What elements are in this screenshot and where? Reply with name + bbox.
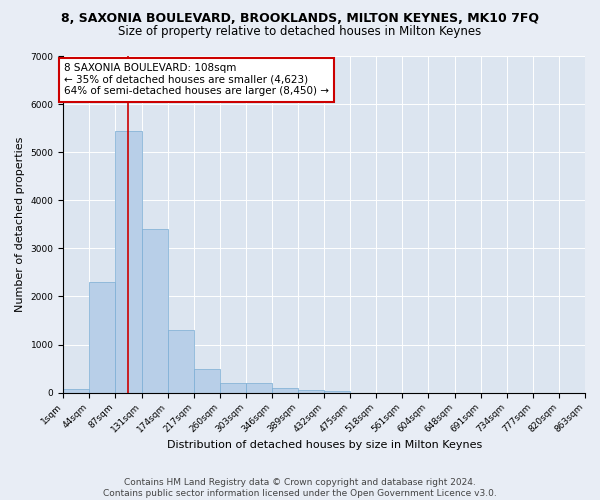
Bar: [324, 390, 350, 392]
Bar: [220, 383, 246, 392]
Bar: [246, 384, 272, 392]
Bar: [298, 390, 324, 392]
X-axis label: Distribution of detached houses by size in Milton Keynes: Distribution of detached houses by size …: [167, 440, 482, 450]
Bar: [63, 389, 89, 392]
Text: Contains HM Land Registry data © Crown copyright and database right 2024.
Contai: Contains HM Land Registry data © Crown c…: [103, 478, 497, 498]
Y-axis label: Number of detached properties: Number of detached properties: [15, 136, 25, 312]
Bar: [272, 388, 298, 392]
Text: 8 SAXONIA BOULEVARD: 108sqm
← 35% of detached houses are smaller (4,623)
64% of : 8 SAXONIA BOULEVARD: 108sqm ← 35% of det…: [64, 63, 329, 96]
Text: 8, SAXONIA BOULEVARD, BROOKLANDS, MILTON KEYNES, MK10 7FQ: 8, SAXONIA BOULEVARD, BROOKLANDS, MILTON…: [61, 12, 539, 26]
Bar: [194, 368, 220, 392]
Bar: [115, 130, 142, 392]
Bar: [89, 282, 115, 393]
Bar: [142, 229, 168, 392]
Text: Size of property relative to detached houses in Milton Keynes: Size of property relative to detached ho…: [118, 25, 482, 38]
Bar: [168, 330, 194, 392]
